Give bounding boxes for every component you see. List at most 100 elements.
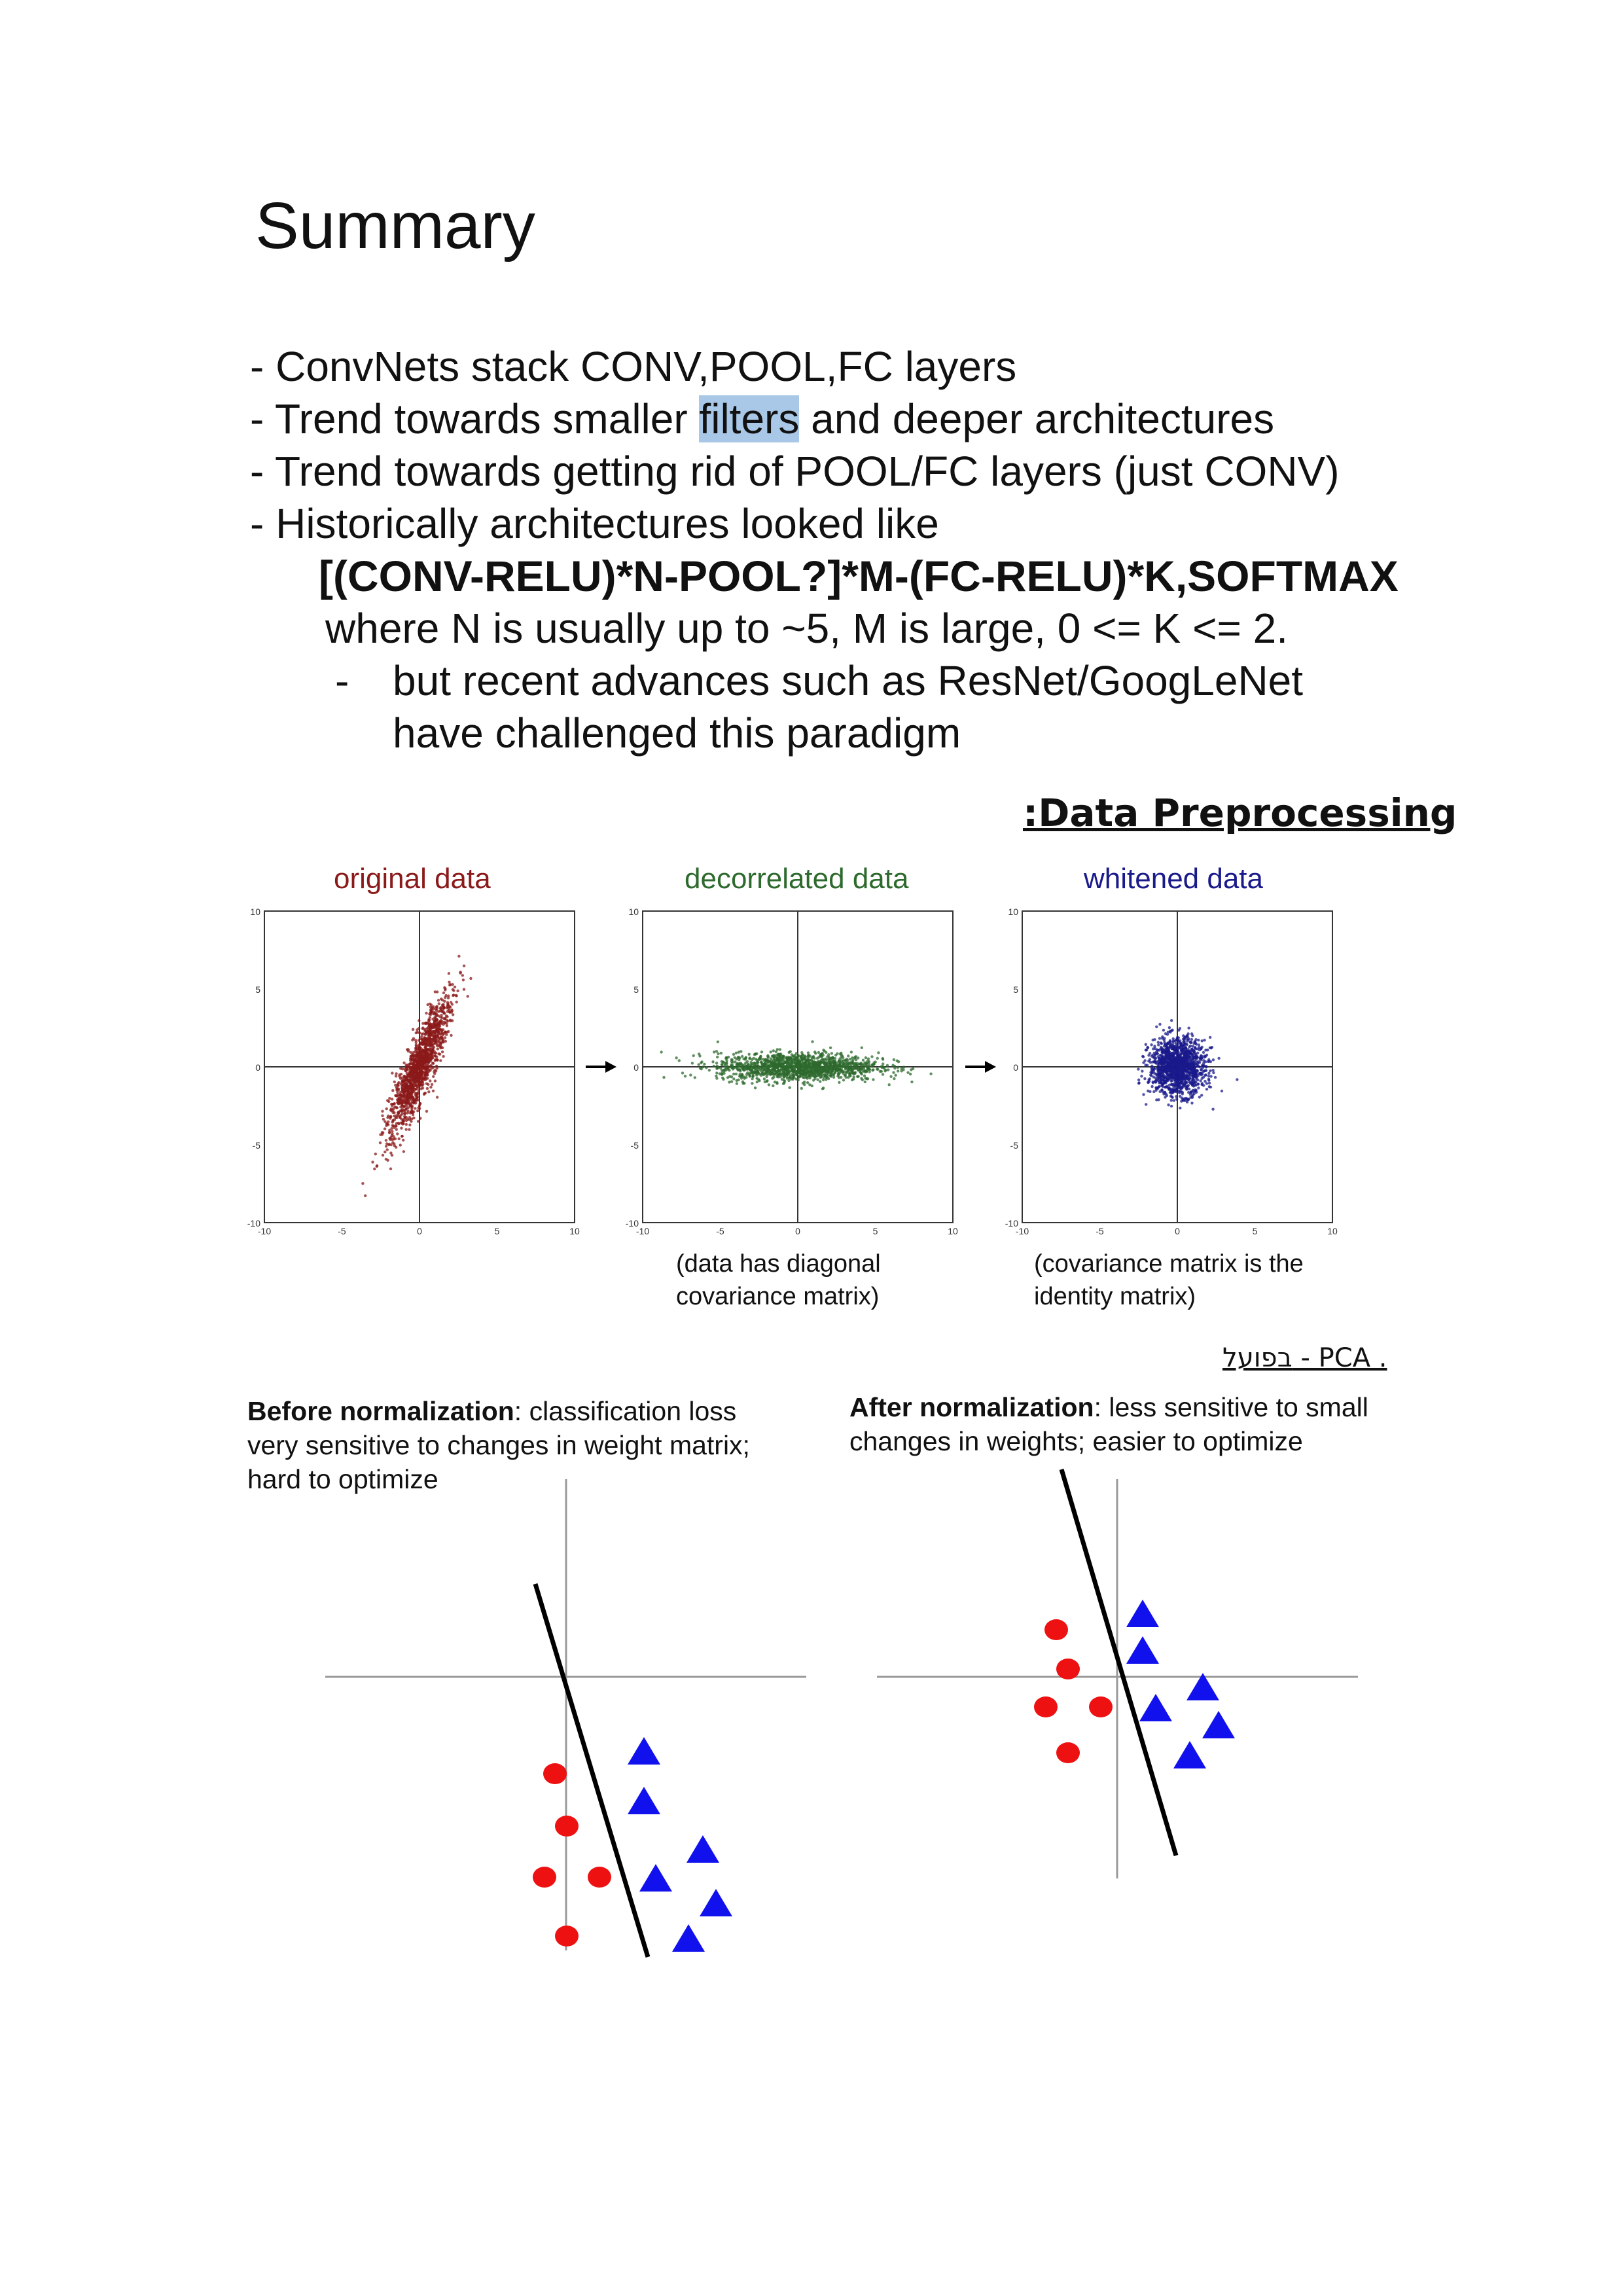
scatter-point <box>806 1081 810 1085</box>
scatter-point <box>393 1080 396 1084</box>
scatter-point <box>1175 1088 1179 1091</box>
scatter-point <box>1150 1074 1153 1077</box>
scatter-point <box>403 1088 406 1092</box>
scatter-point <box>768 1069 772 1072</box>
tick-label: -5 <box>1010 1140 1019 1151</box>
scatter-point <box>437 1024 440 1028</box>
scatter-point <box>731 1060 734 1064</box>
scatter-point <box>707 1069 711 1072</box>
scatter-point <box>1154 1086 1158 1090</box>
scatter-point <box>385 1148 389 1151</box>
scatter-point <box>1145 1103 1148 1106</box>
scatter-point <box>420 1051 423 1054</box>
scatter-point <box>446 1005 449 1009</box>
scatter-point <box>769 1057 773 1060</box>
scatter-point <box>401 1134 404 1138</box>
tick-label: -10 <box>247 1218 260 1229</box>
after-rest: : less sensitive to small <box>1094 1392 1368 1422</box>
scatter-point <box>1167 1077 1170 1080</box>
scatter-point <box>785 1075 789 1079</box>
scatter-point <box>766 1066 769 1069</box>
scatter-point <box>394 1083 397 1087</box>
scatter-point <box>1179 1044 1183 1048</box>
scatter-point <box>760 1071 764 1075</box>
scatter-point <box>1201 1064 1204 1067</box>
scatter-point <box>746 1067 749 1071</box>
scatter-point <box>1190 1037 1194 1041</box>
scatter-point <box>399 1143 402 1147</box>
scatter-point <box>410 1093 414 1096</box>
scatter-point <box>405 1071 409 1075</box>
scatter-point <box>741 1054 744 1058</box>
scatter-point <box>432 1075 435 1079</box>
scatter-point <box>445 1022 448 1025</box>
scatter-point <box>438 1009 442 1013</box>
scatter-point <box>740 1074 744 1077</box>
scatter-point <box>1204 1073 1207 1077</box>
scatter-point <box>414 1094 418 1098</box>
scatter-point <box>1190 1071 1193 1074</box>
scatter-point <box>383 1120 387 1123</box>
scatter-point <box>424 1071 428 1074</box>
scatter-point <box>796 1068 800 1071</box>
scatter-point <box>427 1037 431 1040</box>
scatter-point <box>800 1051 804 1054</box>
scatter-point <box>459 971 462 975</box>
scatter-point <box>863 1074 866 1077</box>
scatter-point <box>763 1080 767 1084</box>
after-bold: After normalization <box>849 1392 1094 1422</box>
scatter-point <box>435 1096 439 1099</box>
plot-title-decorrelated: decorrelated data <box>685 863 909 895</box>
scatter-point <box>386 1116 389 1119</box>
scatter-point <box>399 1090 402 1094</box>
sub-bullet-dash: - <box>335 657 349 704</box>
tick-label: -5 <box>1096 1226 1104 1236</box>
scatter-point <box>427 1048 431 1051</box>
scatter-point <box>418 1019 421 1022</box>
scatter-point <box>423 1043 427 1047</box>
bullet-trend-filters-pre: - Trend towards smaller <box>250 395 700 442</box>
triangle-marker <box>1126 1600 1159 1627</box>
scatter-point <box>737 1050 741 1054</box>
bullet-trend-filters: - Trend towards smaller filters and deep… <box>250 393 1399 445</box>
tick-label: -10 <box>1005 1218 1018 1229</box>
scatter-point <box>776 1081 779 1085</box>
scatter-point <box>1141 1054 1145 1058</box>
scatter-point <box>1165 1094 1169 1098</box>
scatter-point <box>1162 1076 1166 1079</box>
scatter-point <box>1190 1102 1194 1105</box>
scatter-point <box>431 1012 435 1015</box>
scatter-point <box>434 1007 437 1011</box>
scatter-point <box>426 1060 429 1064</box>
scatter-point <box>798 1075 801 1078</box>
scatter-point <box>734 1072 738 1076</box>
triangle-marker <box>672 1924 705 1952</box>
scatter-point <box>435 1058 438 1062</box>
scatter-point <box>802 1069 806 1073</box>
scatter-point <box>1179 1081 1183 1085</box>
triangle-marker <box>628 1787 660 1814</box>
scatter-point <box>423 1060 427 1064</box>
scatter-point <box>443 1012 446 1015</box>
scatter-point <box>1175 1098 1179 1101</box>
scatter-point <box>391 1071 394 1075</box>
scatter-point <box>401 1122 404 1126</box>
triangle-marker <box>1173 1741 1206 1768</box>
scatter-point <box>730 1063 733 1066</box>
scatter-point <box>765 1075 768 1079</box>
scatter-point <box>412 1090 415 1094</box>
tick-label: 0 <box>795 1226 800 1236</box>
scatter-point <box>876 1067 880 1071</box>
tick-label: 10 <box>569 1226 580 1236</box>
scatter-point <box>461 978 465 982</box>
scatter-point <box>1180 1058 1183 1062</box>
scatter-point <box>386 1099 389 1102</box>
scatter-point <box>439 1035 443 1039</box>
scatter-point <box>1158 1070 1161 1073</box>
scatter-point <box>404 1128 408 1131</box>
scatter-point <box>394 1075 398 1078</box>
scatter-point <box>1186 1035 1189 1039</box>
scatter-point <box>1140 1075 1143 1078</box>
scatter-point <box>738 1073 741 1076</box>
scatter-point <box>418 1047 421 1050</box>
